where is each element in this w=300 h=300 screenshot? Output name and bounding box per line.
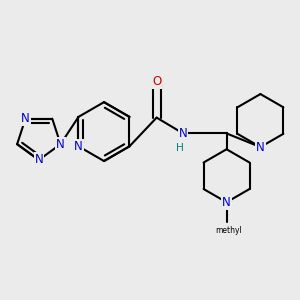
Text: N: N — [56, 138, 65, 151]
Text: N: N — [21, 112, 30, 125]
Text: O: O — [152, 75, 161, 88]
Text: N: N — [74, 140, 83, 153]
Text: N: N — [179, 127, 188, 140]
Text: N: N — [222, 196, 231, 209]
Text: N: N — [256, 141, 265, 154]
Text: methyl: methyl — [215, 226, 242, 235]
Text: N: N — [34, 153, 43, 167]
Text: H: H — [176, 143, 184, 153]
